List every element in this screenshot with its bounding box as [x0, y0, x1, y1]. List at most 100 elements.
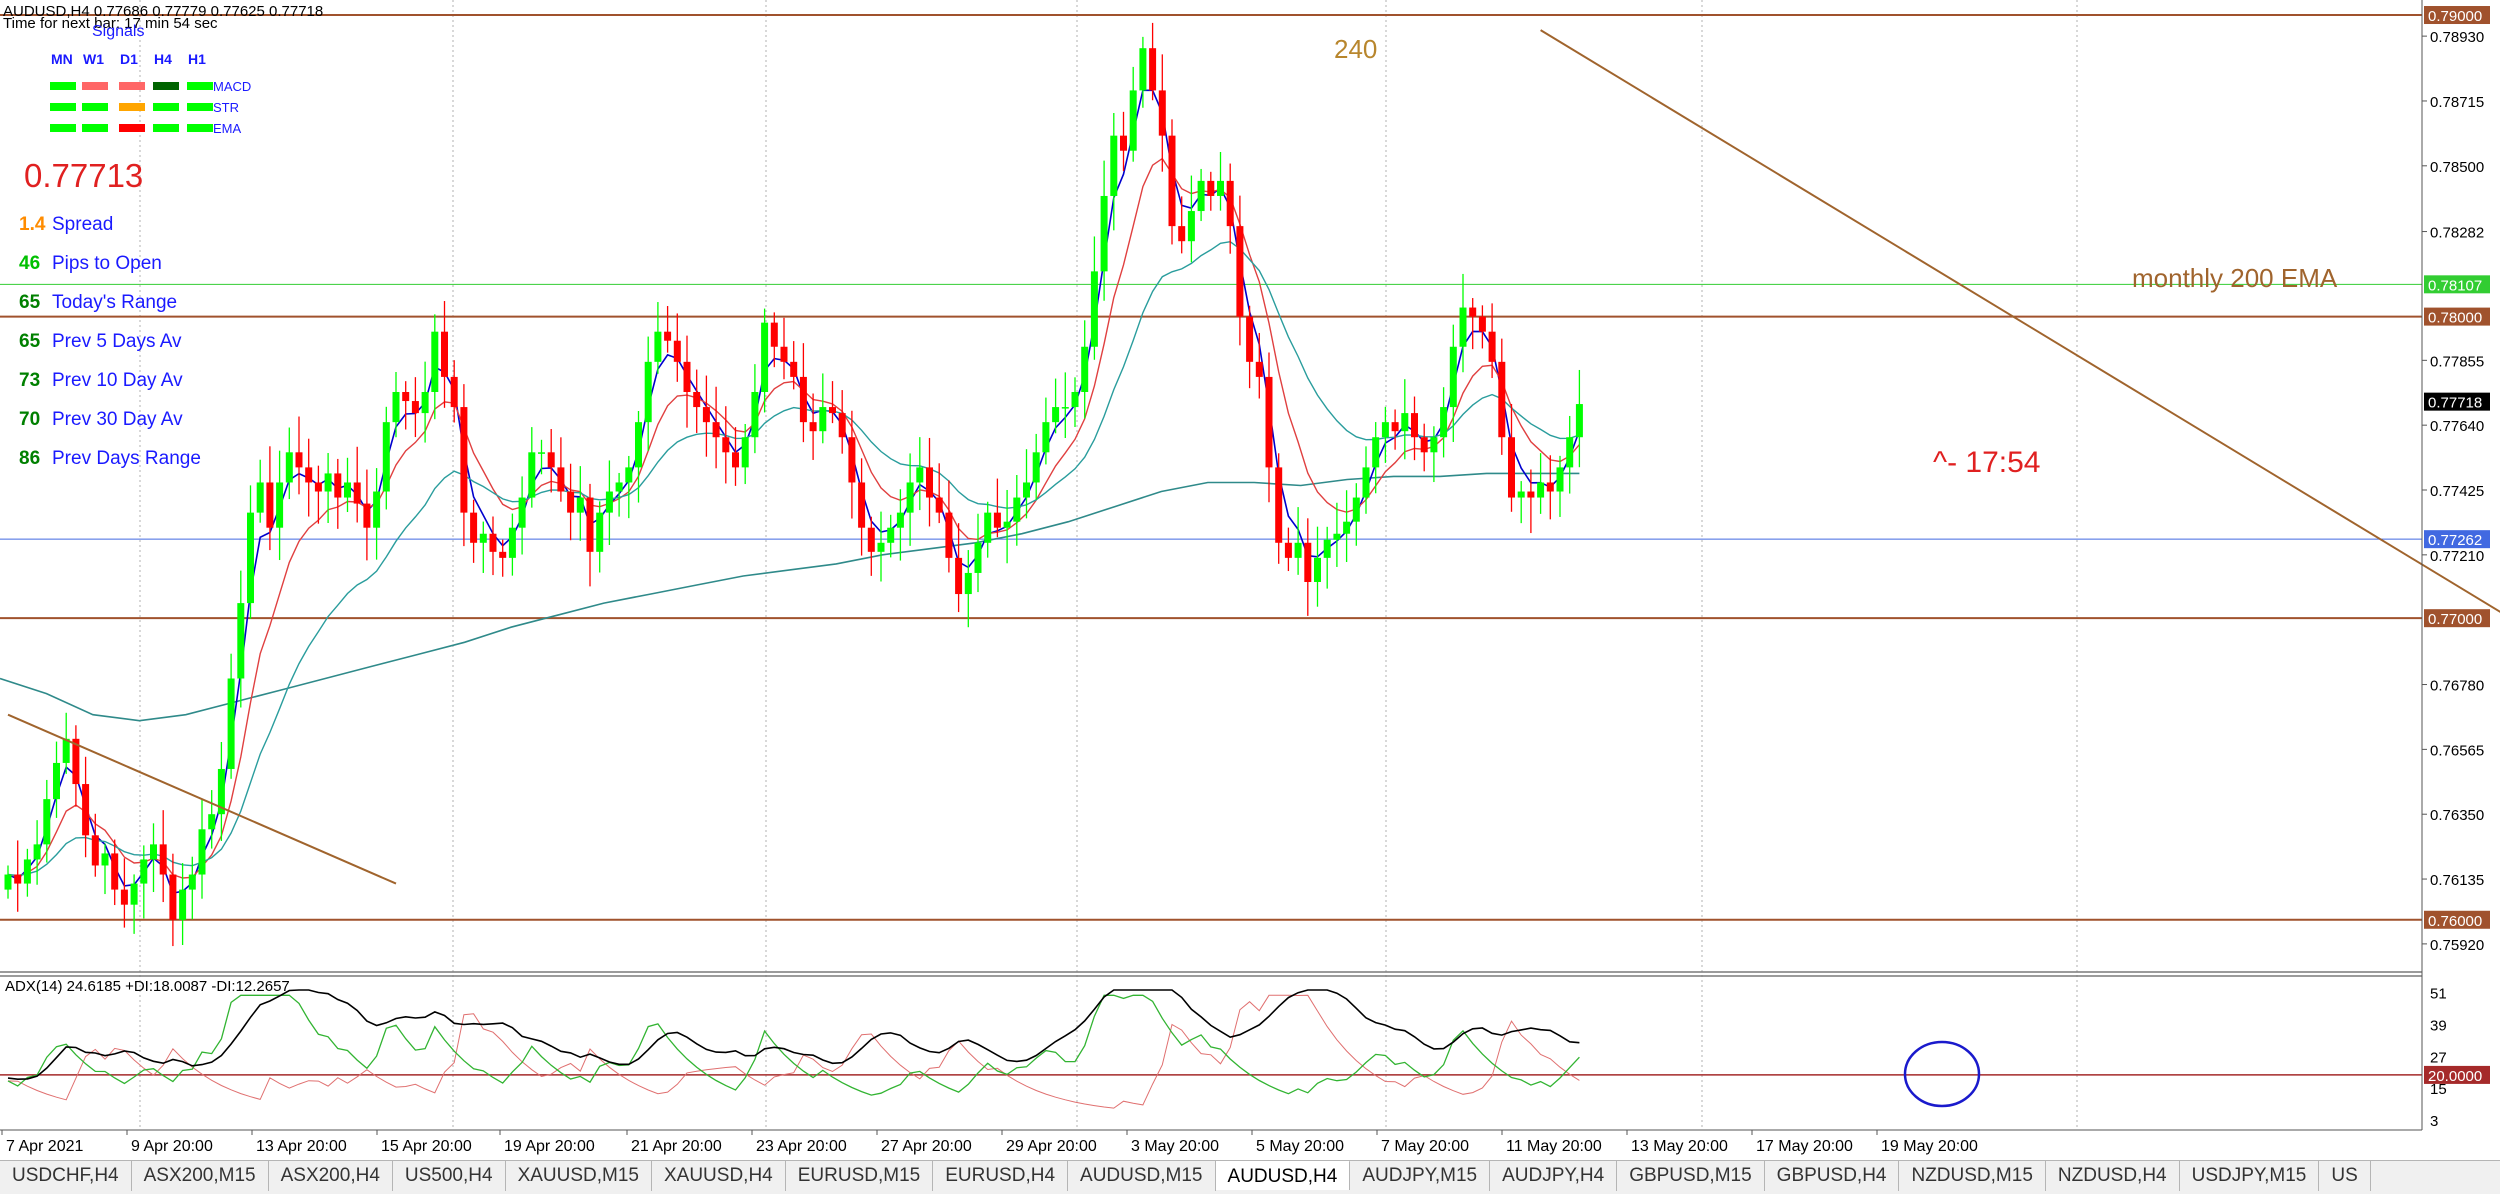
level-tag [2424, 530, 2490, 549]
time-tick-label: 9 Apr 20:00 [131, 1138, 213, 1155]
candle-body [906, 482, 914, 513]
candle-body [402, 391, 410, 402]
horizontal-levels [0, 14, 2422, 921]
candle-body [586, 497, 594, 552]
chart-tab[interactable]: AUDUSD,M15 [1068, 1161, 1216, 1191]
level-tag-label: 0.77262 [2428, 532, 2482, 549]
candle-body [615, 482, 623, 492]
candle-body [702, 407, 710, 423]
signal-cell [82, 124, 108, 132]
time-tick-label: 19 May 20:00 [1881, 1138, 1978, 1155]
candle-body [1003, 521, 1011, 528]
candle-body [120, 889, 128, 905]
price-tick-label: 0.77425 [2430, 483, 2484, 500]
current-price: 0.77713 [24, 157, 143, 194]
candle-body [1546, 482, 1554, 492]
chart-tab[interactable]: AUDJPY,M15 [1350, 1161, 1491, 1191]
adx-series-line [7, 989, 1580, 1081]
candle-body [1430, 437, 1438, 453]
chart-tab[interactable]: ASX200,M15 [132, 1161, 269, 1191]
candle-body [305, 467, 313, 483]
candle-body [489, 533, 497, 552]
candle-body [431, 331, 439, 392]
info-label: Spread [52, 214, 113, 235]
candle-body [295, 452, 303, 468]
candle-body [1120, 135, 1127, 151]
chart-tab[interactable]: US500,H4 [393, 1161, 506, 1191]
candle-body [1537, 482, 1545, 498]
candle-body [276, 482, 284, 528]
level-tag [2424, 307, 2490, 326]
info-value: 65 [19, 331, 41, 352]
info-value: 86 [19, 448, 40, 469]
candle-body [935, 497, 943, 513]
candle-body [72, 738, 80, 785]
chart-tab[interactable]: GBPUSD,H4 [1765, 1161, 1900, 1191]
candle-body [1081, 346, 1089, 392]
trendline[interactable] [1540, 29, 2500, 618]
chart-tab[interactable]: NZDUSD,H4 [2046, 1161, 2180, 1191]
candle-body [838, 413, 846, 438]
candle-body [43, 799, 51, 845]
circle-annotation [1903, 1040, 1981, 1108]
chart-tab[interactable]: NZDUSD,M15 [1899, 1161, 2046, 1191]
candle-body [1372, 437, 1380, 468]
candle-body [576, 497, 584, 513]
chart-tab[interactable]: GBPUSD,M15 [1617, 1161, 1765, 1191]
candle-body [421, 391, 429, 414]
chart-tab[interactable]: USDJPY,M15 [2180, 1161, 2320, 1191]
chart-tab[interactable]: USDCHF,H4 [0, 1161, 132, 1191]
signal-cell [153, 82, 179, 90]
trendline[interactable] [7, 713, 397, 885]
candle-body [1566, 437, 1574, 468]
price-tick-label: 0.76565 [2430, 742, 2484, 759]
chart-tab[interactable]: AUDUSD,H4 [1215, 1161, 1351, 1190]
symbol-header: AUDUSD,H4 0.77686 0.77779 0.77625 0.7771… [3, 3, 323, 20]
candle-body [945, 512, 953, 558]
candle-body [848, 437, 856, 483]
adx-tick-label: 3 [2430, 1113, 2438, 1130]
chart-tab[interactable]: XAUUSD,H4 [652, 1161, 786, 1191]
chart-tab[interactable]: AUDJPY,H4 [1490, 1161, 1618, 1191]
candle-body [101, 853, 109, 866]
candle-body [1323, 539, 1331, 558]
trendlines[interactable] [7, 29, 2500, 885]
chart-tab[interactable]: ASX200,H4 [269, 1161, 393, 1191]
candle-body [14, 874, 22, 884]
candle-body [1362, 467, 1370, 498]
candle-body [1061, 407, 1069, 409]
candle-body [896, 512, 904, 528]
signal-cell [50, 103, 76, 111]
candle-body [1052, 407, 1060, 423]
chart-tab[interactable]: EURUSD,H4 [933, 1161, 1069, 1191]
bar-timer: Time for next bar: 17 min 54 sec [3, 15, 218, 32]
adx-level-tag-label: 20.0000 [2428, 1068, 2482, 1085]
info-label: Prev 5 Days Av [52, 331, 182, 352]
candle-body [1352, 497, 1360, 522]
candle-body [1517, 491, 1525, 498]
time-tick-label: 29 Apr 20:00 [1006, 1138, 1097, 1155]
chart-tab[interactable]: EURUSD,M15 [786, 1161, 934, 1191]
candle-body [1575, 404, 1583, 438]
chart-tab[interactable]: XAUUSD,M15 [506, 1161, 652, 1191]
candle-body [1478, 316, 1486, 332]
signal-cell [50, 82, 76, 90]
candle-body [1420, 437, 1428, 453]
adx-axis: 51 39 27 15 3 20.0000 [2424, 986, 2490, 1130]
adx-tick-label: 51 [2430, 986, 2447, 1003]
info-value: 70 [19, 409, 40, 430]
candle-body [392, 391, 400, 423]
candle-body [984, 512, 992, 543]
time-tick-label: 13 May 20:00 [1631, 1138, 1728, 1155]
candle-body [1168, 135, 1176, 227]
candle-body [1381, 422, 1389, 438]
candle-body [1343, 521, 1351, 534]
candle-body [799, 376, 807, 423]
signal-timeframe: MN [51, 51, 73, 67]
candle-body [140, 859, 148, 884]
candle-body [1149, 48, 1157, 91]
chart-tab[interactable]: US [2319, 1161, 2371, 1191]
candle-body [664, 331, 672, 341]
candle-body [353, 482, 361, 504]
